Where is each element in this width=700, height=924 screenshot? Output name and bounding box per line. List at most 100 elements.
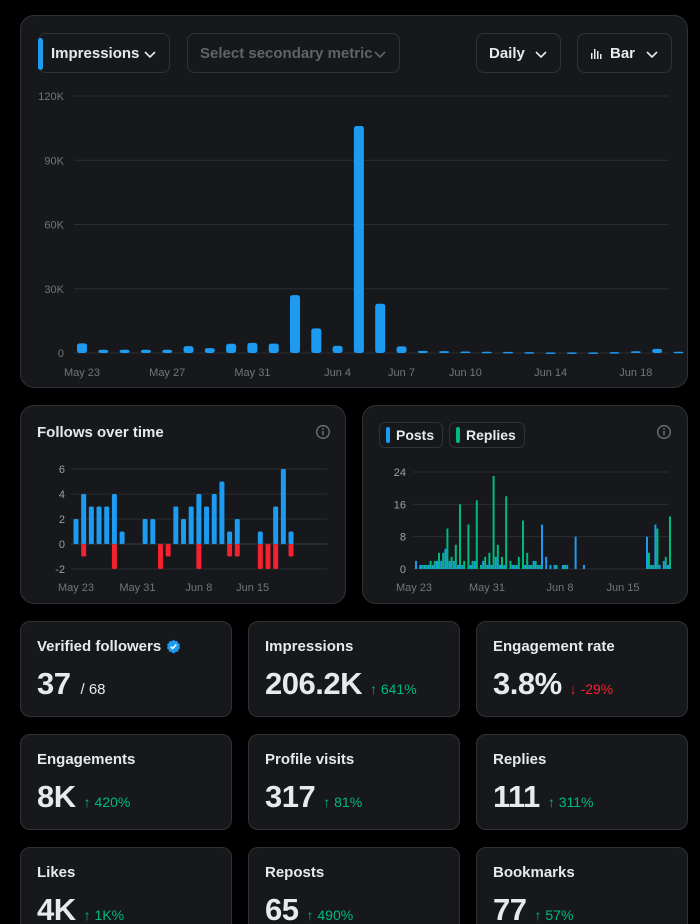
replies-bar — [534, 560, 537, 569]
posts-swatch — [386, 427, 390, 443]
y-tick-label: 6 — [59, 464, 65, 476]
posts-bar — [667, 564, 669, 569]
x-tick-label: May 31 — [119, 582, 155, 594]
x-tick-label: May 31 — [469, 582, 505, 594]
stat-label-text: Reposts — [265, 864, 325, 881]
replies-bar — [425, 564, 428, 569]
stat-label-text: Engagements — [37, 751, 136, 768]
replies-bar — [454, 544, 457, 569]
follows-lost-bar — [196, 544, 202, 569]
posts-bar — [583, 564, 585, 569]
stat-card-replies[interactable]: Replies 111 ↑ 311% — [476, 734, 688, 830]
impressions-bar — [311, 328, 322, 353]
posts-bar — [499, 564, 501, 569]
replies-bar — [480, 564, 482, 569]
stat-card-profile-visits[interactable]: Profile visits 317 ↑ 81% — [248, 734, 460, 830]
stat-label-text: Verified followers — [37, 638, 162, 655]
follows-gained-bar — [211, 494, 217, 544]
posts-bar — [486, 564, 489, 569]
stat-change: ↑ 57% — [534, 907, 573, 923]
posts-bar — [574, 536, 577, 569]
impressions-bar — [140, 349, 151, 353]
stat-label: Verified followers — [37, 638, 181, 655]
replies-bar — [522, 520, 524, 569]
stat-total: / 68 — [80, 681, 106, 698]
impressions-bar — [481, 351, 492, 354]
x-tick-label: Jun 15 — [236, 582, 269, 594]
posts-bar — [423, 564, 426, 569]
stat-label: Impressions — [265, 638, 353, 655]
follows-lost-bar — [111, 544, 117, 569]
posts-bar — [473, 560, 476, 569]
y-tick-label: -2 — [55, 564, 65, 576]
follows-gained-bar — [104, 506, 110, 544]
follows-bar-chart[interactable]: -2 0 2 4 6 May 23 May 31 Jun 8 Jun 15 — [21, 406, 346, 604]
posts-bar — [427, 564, 430, 569]
secondary-metric-dropdown[interactable]: Select secondary metric — [187, 33, 400, 73]
follows-gained-bar — [119, 531, 125, 544]
primary-metric-dropdown[interactable]: Impressions — [38, 33, 170, 73]
impressions-bar — [77, 343, 87, 353]
posts-bar — [650, 564, 653, 569]
posts-bar — [515, 564, 518, 569]
stat-card-bookmarks[interactable]: Bookmarks 77 ↑ 57% — [476, 847, 688, 924]
stat-value-row: 37 / 68 — [37, 666, 106, 702]
stat-value-row: 317 ↑ 81% — [265, 779, 362, 815]
follows-gained-bar — [150, 519, 156, 544]
stat-change: ↑ 311% — [548, 794, 594, 810]
legend-posts[interactable]: Posts — [379, 422, 444, 448]
posts-bar — [562, 564, 564, 569]
stat-change: ↓ -29% — [570, 681, 614, 697]
posts-replies-bar-chart[interactable]: 0 8 16 24 May 23 May 31 Jun 8 Jun 15 — [363, 406, 688, 604]
follows-gained-bar — [88, 506, 94, 544]
interval-label: Daily — [489, 44, 525, 62]
impressions-bar — [204, 348, 215, 353]
replies-bar — [492, 476, 495, 569]
follows-gained-bar — [181, 519, 187, 544]
replies-bar — [450, 556, 453, 569]
posts-bar — [444, 548, 447, 569]
info-icon[interactable] — [315, 424, 331, 440]
follows-gained-bar — [257, 531, 263, 544]
stat-card-reposts[interactable]: Reposts 65 ↑ 490% — [248, 847, 460, 924]
replies-bar — [513, 564, 516, 569]
stat-change-value: 81% — [334, 794, 363, 810]
stat-value-row: 111 ↑ 311% — [493, 779, 593, 815]
legend-replies[interactable]: Replies — [449, 422, 525, 448]
chart-style-dropdown[interactable]: Bar — [577, 33, 672, 73]
impressions-bar — [119, 349, 130, 353]
y-tick-label: 60K — [44, 220, 64, 232]
follows-gained-bar — [73, 519, 79, 544]
stat-label-text: Profile visits — [265, 751, 355, 768]
x-tick-label: Jun 10 — [449, 367, 482, 379]
stat-card-verified-followers[interactable]: Verified followers 37 / 68 — [20, 621, 232, 717]
y-tick-label: 24 — [394, 467, 406, 479]
posts-bar — [646, 536, 648, 569]
stat-value-row: 77 ↑ 57% — [493, 892, 573, 924]
y-tick-label: 120K — [38, 91, 64, 103]
impressions-bar — [652, 348, 663, 353]
x-tick-label: Jun 7 — [388, 367, 415, 379]
stat-value: 206.2K — [265, 666, 362, 701]
stat-value: 8K — [37, 779, 76, 814]
replies-bar — [664, 556, 667, 569]
stat-card-likes[interactable]: Likes 4K ↑ 1K% — [20, 847, 232, 924]
interval-dropdown[interactable]: Daily — [476, 33, 561, 73]
stat-change-value: 420% — [94, 794, 131, 810]
follows-gained-bar — [288, 531, 294, 544]
stat-card-engagement-rate[interactable]: Engagement rate 3.8% ↓ -29% — [476, 621, 688, 717]
replies-bar — [442, 552, 445, 569]
posts-bar — [448, 560, 451, 569]
impressions-bar — [332, 345, 343, 353]
stat-change-value: 1K% — [94, 907, 125, 923]
stat-change: ↑ 641% — [370, 681, 417, 697]
info-icon[interactable] — [656, 424, 672, 440]
stat-card-impressions[interactable]: Impressions 206.2K ↑ 641% — [248, 621, 460, 717]
chevron-down-icon — [144, 51, 156, 59]
stat-card-engagements[interactable]: Engagements 8K ↑ 420% — [20, 734, 232, 830]
replies-bar — [501, 556, 503, 569]
y-tick-label: 0 — [59, 539, 65, 551]
x-tick-label: Jun 18 — [619, 367, 652, 379]
y-tick-label: 8 — [400, 532, 406, 544]
impressions-bar — [226, 343, 237, 353]
